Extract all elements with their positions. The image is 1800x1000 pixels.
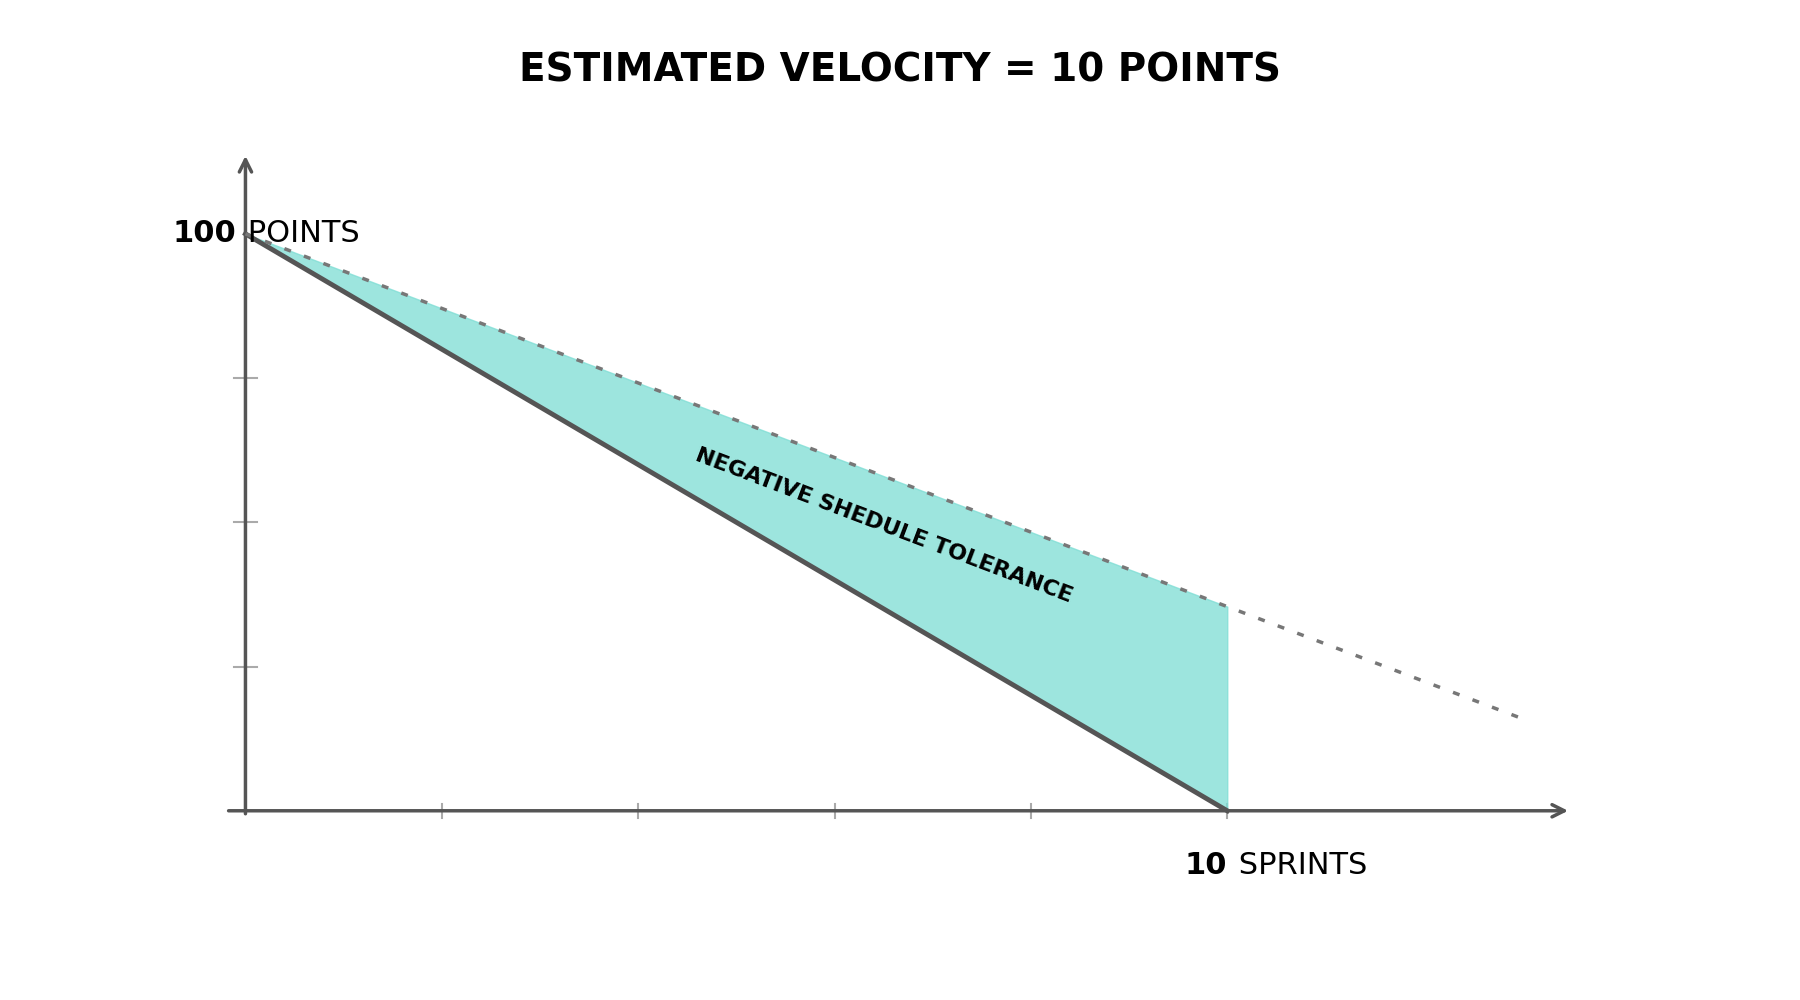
- Text: SPRINTS: SPRINTS: [1229, 851, 1368, 880]
- Text: 100: 100: [173, 219, 236, 248]
- Text: 10: 10: [1184, 851, 1228, 880]
- Text: ESTIMATED VELOCITY = 10 POINTS: ESTIMATED VELOCITY = 10 POINTS: [518, 51, 1282, 89]
- Text: NEGATIVE SHEDULE TOLERANCE: NEGATIVE SHEDULE TOLERANCE: [693, 445, 1075, 606]
- Text: POINTS: POINTS: [238, 219, 360, 248]
